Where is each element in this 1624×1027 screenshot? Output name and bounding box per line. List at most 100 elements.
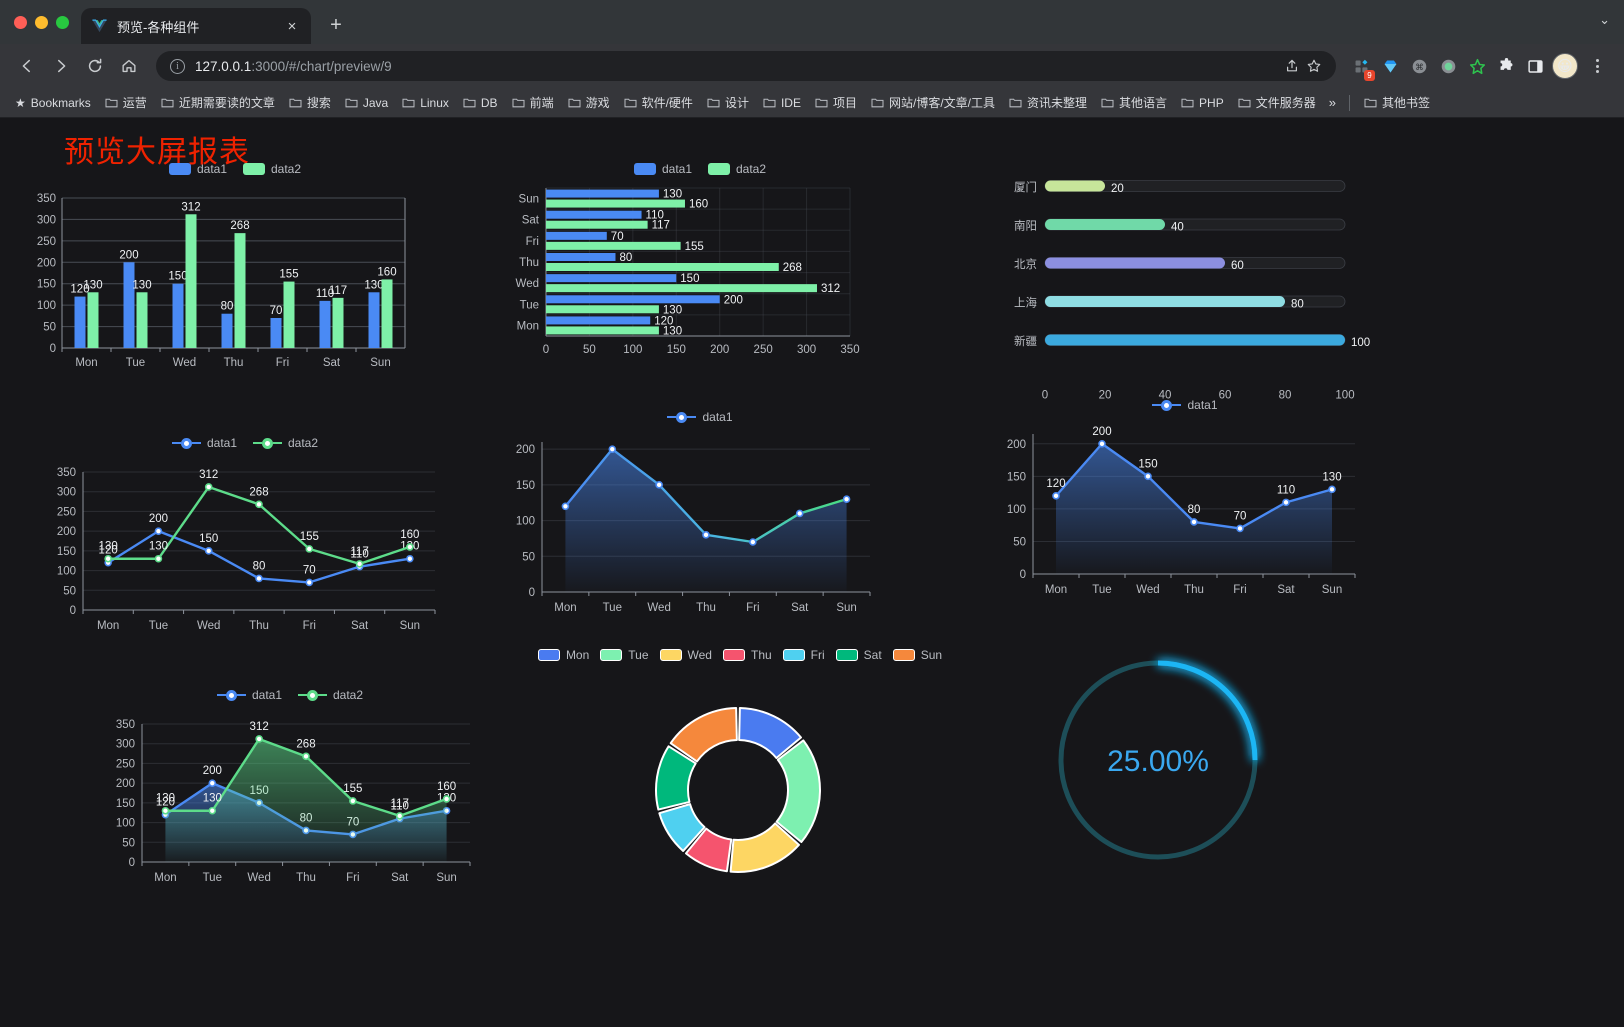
- axis-tick-label: 150: [37, 279, 56, 291]
- axis-tick-label: Mon: [554, 602, 576, 614]
- green-star-icon[interactable]: [1464, 53, 1490, 79]
- bookmark-folder[interactable]: 游戏: [562, 91, 616, 114]
- legend-item-data2[interactable]: data2: [243, 162, 301, 176]
- browser-menu-button[interactable]: [1582, 51, 1612, 81]
- legend-item-mon[interactable]: Mon: [537, 648, 589, 662]
- legend-swatch: [537, 649, 560, 661]
- home-button[interactable]: [114, 51, 144, 81]
- bar: [546, 316, 651, 325]
- axis-tick-label: Mon: [154, 872, 176, 884]
- legend-item-data1[interactable]: data1: [168, 162, 227, 176]
- address-bar[interactable]: i 127.0.0.1:3000/#/chart/preview/9: [156, 51, 1336, 81]
- legend-item-data1[interactable]: data1: [633, 162, 692, 176]
- legend-swatch-data2: [243, 163, 265, 175]
- axis-tick-label: 50: [43, 322, 56, 334]
- new-tab-button[interactable]: +: [330, 14, 342, 36]
- donut-slice[interactable]: [738, 707, 802, 759]
- data-label: 200: [119, 249, 138, 261]
- bookmark-folder[interactable]: 软件/硬件: [618, 91, 699, 114]
- bookmarks-root[interactable]: ★ Bookmarks: [9, 93, 97, 113]
- data-point: [208, 779, 217, 787]
- site-info-icon[interactable]: i: [170, 58, 185, 74]
- bookmark-folder[interactable]: 搜索: [283, 91, 337, 114]
- forward-button[interactable]: [46, 51, 76, 81]
- share-icon[interactable]: [1284, 58, 1300, 74]
- legend-swatch: [782, 649, 805, 661]
- extensions-puzzle-icon[interactable]: 9: [1348, 53, 1375, 81]
- bookmark-folder[interactable]: 文件服务器: [1232, 91, 1322, 114]
- legend-item-fri[interactable]: Fri: [782, 648, 825, 662]
- bookmarks-overflow-button[interactable]: »: [1328, 95, 1336, 110]
- chart-vertical-bar: data1 data2 0 50 100 150 200 250 300 350 Mon 120 1…: [20, 162, 450, 386]
- axis-tick-label: 40: [1159, 390, 1172, 402]
- bookmark-folder[interactable]: 运营: [99, 91, 153, 114]
- data-label: 120: [70, 284, 89, 296]
- donut-slice[interactable]: [669, 707, 738, 763]
- axis-tick-label: 100: [516, 516, 535, 528]
- minimize-window-button[interactable]: [35, 15, 48, 29]
- close-window-button[interactable]: [14, 15, 27, 29]
- command-circle-icon[interactable]: ⌘: [1406, 53, 1432, 79]
- maximize-window-button[interactable]: [56, 15, 69, 29]
- donut-slice[interactable]: [655, 745, 697, 811]
- green-circle-icon[interactable]: [1435, 53, 1461, 79]
- bar: [546, 284, 817, 293]
- bar: [319, 300, 331, 348]
- bookmark-folder[interactable]: 设计: [701, 91, 755, 114]
- bookmark-folder[interactable]: Linux: [396, 93, 455, 113]
- close-icon[interactable]: ×: [287, 17, 297, 35]
- bookmark-folder[interactable]: Java: [339, 93, 394, 113]
- axis-tick-label: 200: [37, 257, 56, 269]
- legend-item-data2[interactable]: data2: [298, 688, 363, 702]
- bookmark-folder[interactable]: 项目: [809, 91, 863, 114]
- donut-slice[interactable]: [658, 803, 706, 852]
- reload-button[interactable]: [80, 51, 110, 81]
- legend-item-data1[interactable]: data1: [667, 410, 733, 424]
- data-label: 120: [1046, 478, 1065, 490]
- back-button[interactable]: [12, 51, 42, 81]
- bookmark-folder[interactable]: 其他语言: [1095, 91, 1173, 114]
- axis-tick-label: 0: [129, 857, 135, 869]
- area-single-svg: 0 50 100 150 200 Mon Tue Wed Thu Fri Sat Sun 120 200 1…: [1007, 426, 1356, 596]
- axis-tick-label: Sat: [391, 872, 409, 884]
- avatar[interactable]: 😀: [1552, 53, 1578, 79]
- folder-icon: [463, 97, 476, 108]
- data-point: [1052, 492, 1060, 500]
- donut-slice[interactable]: [729, 822, 800, 873]
- browser-tab[interactable]: 预览-各种组件 ×: [81, 8, 311, 44]
- legend-marker-data1: [171, 437, 201, 449]
- bookmark-folder[interactable]: IDE: [757, 93, 807, 113]
- legend-item-wed[interactable]: Wed: [659, 648, 712, 662]
- axis-tick-label: Sun: [836, 602, 856, 614]
- bookmark-folder[interactable]: DB: [457, 93, 504, 113]
- legend-item-data1[interactable]: data1: [1152, 398, 1218, 412]
- donut-slice[interactable]: [684, 827, 733, 873]
- bookmark-folder[interactable]: 近期需要读的文章: [155, 91, 281, 114]
- legend-item-data1[interactable]: data1: [216, 688, 282, 702]
- bookmark-folder[interactable]: 网站/博客/文章/工具: [865, 91, 1001, 114]
- bookmark-star-icon[interactable]: [1306, 58, 1322, 74]
- chevron-down-icon[interactable]: ⌄: [1599, 12, 1610, 27]
- puzzle-piece-icon[interactable]: [1493, 53, 1519, 79]
- legend-item-data2[interactable]: data2: [253, 436, 318, 450]
- url-path: :3000/#/chart/preview/9: [251, 58, 392, 74]
- legend-item-sun[interactable]: Sun: [892, 648, 942, 662]
- vue-logo-icon: [91, 18, 108, 35]
- legend-item-data1[interactable]: data1: [171, 436, 237, 450]
- bookmark-folder[interactable]: PHP: [1175, 93, 1230, 113]
- legend-label-data1: data1: [196, 162, 227, 176]
- sidebar-panel-icon[interactable]: [1522, 53, 1548, 79]
- data-label: 80: [1188, 504, 1201, 516]
- bookmark-folder[interactable]: 资讯未整理: [1003, 91, 1093, 114]
- data-label: 110: [646, 210, 664, 222]
- donut-slice[interactable]: [775, 739, 821, 844]
- legend-item-data2[interactable]: data2: [708, 162, 766, 176]
- data-label: 130: [663, 189, 682, 201]
- other-bookmarks-folder[interactable]: 其他书签: [1358, 91, 1436, 114]
- axis-tick-label: 北京: [1014, 257, 1037, 271]
- diamond-icon[interactable]: [1377, 53, 1403, 79]
- legend-item-tue[interactable]: Tue: [600, 648, 649, 662]
- legend-item-thu[interactable]: Thu: [722, 648, 772, 662]
- bookmark-folder[interactable]: 前端: [506, 91, 560, 114]
- legend-item-sat[interactable]: Sat: [835, 648, 882, 662]
